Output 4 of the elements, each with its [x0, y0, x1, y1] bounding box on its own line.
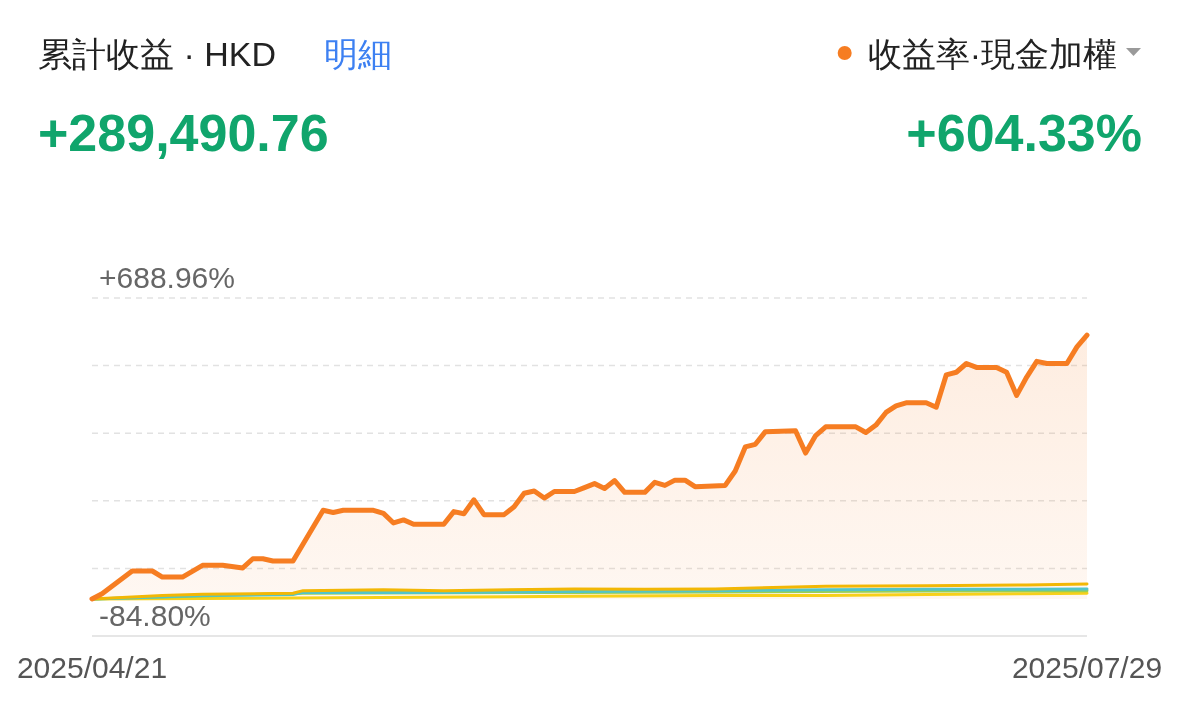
annotation: 明細: [324, 35, 392, 73]
annotation: +604.33%: [906, 104, 1142, 162]
title: 累計收益 · HKD: [38, 35, 276, 73]
annotation: +289,490.76: [38, 104, 329, 162]
